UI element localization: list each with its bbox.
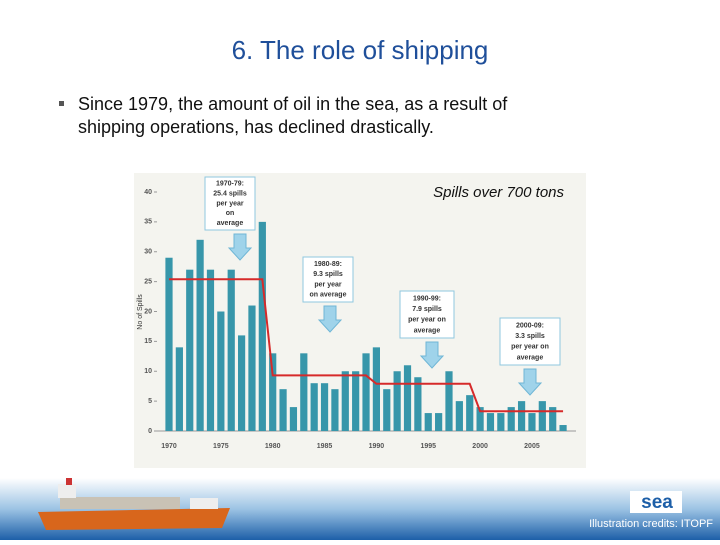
bar [237,335,246,431]
callout: 1990-99: 7.9 spills per year on average [399,290,455,369]
callout-text: per year [314,281,342,288]
bar [507,407,515,431]
callout-text: average [517,354,544,361]
y-tick-label: 5 [148,398,152,405]
bar [175,347,183,431]
bullet-line: Since 1979, the amount of oil in the sea… [78,94,508,114]
slide-title: 6. The role of shipping [232,35,489,65]
bar [352,371,360,431]
bar [362,353,370,431]
bar [455,401,463,431]
x-tick-label: 1985 [317,443,333,450]
bar [497,413,505,431]
callout-text: 1970-79: [216,181,244,188]
bar [320,383,329,431]
bar [165,257,173,431]
x-tick-label: 1970 [161,443,177,450]
x-tick-label: 1975 [213,443,229,450]
bar [217,311,225,431]
x-tick-label: 1995 [420,443,436,450]
bar [341,371,349,431]
callout-text: 1980-89: [314,261,342,268]
x-tick-label: 2000 [472,443,488,450]
bar [549,407,557,431]
logo-box [630,491,682,513]
x-tick-label: 1980 [265,443,281,450]
bar [279,389,287,431]
callout-box [204,176,256,231]
bar [372,347,380,431]
average-line [169,278,564,413]
callout-text: 3.3 spills [515,333,545,340]
y-tick-label: 35 [144,219,152,226]
callout-text: on [226,210,235,217]
x-tick-label: 1990 [369,443,385,450]
callout-text: per year [216,200,244,207]
bar [186,269,194,431]
bar [559,425,567,431]
callout: 1980-89: 9.3 spills per year on average [302,256,354,333]
bar [414,377,422,431]
bar [300,353,308,431]
callout-arrow [227,233,253,261]
callout-text: per year on [408,317,446,324]
callout-box [499,317,561,366]
bullet-line: shipping operations, has declined drasti… [78,117,434,137]
bar [269,353,277,431]
bar [517,401,526,431]
bar [445,371,453,431]
bar [258,221,266,431]
bar [424,413,432,431]
y-tick-label: 25 [144,278,152,285]
bullet-marker [59,101,64,106]
bar [331,389,339,431]
bar [528,413,536,431]
credits: Illustration credits: ITOPF [589,518,713,530]
bar [403,365,412,431]
bar [206,269,215,431]
y-axis-label: No of Spills [137,294,144,330]
callout-box [302,256,354,303]
callout-arrow [317,305,343,333]
callout-text: on average [310,292,347,299]
callout-box [399,290,455,339]
bar [310,383,318,431]
plot: 0 5 10 15 20 25 30 35 40 1970 1975 1980 1985 1990 1995… [144,176,576,450]
bar [383,389,391,431]
callout-arrow [419,341,445,369]
logo: sea [641,492,673,513]
callout-text: per year on [511,344,549,351]
callout-text: average [414,327,441,334]
bar [227,269,235,431]
callout-text: 2000-09: [516,322,544,329]
y-tick-label: 20 [144,308,152,315]
bar [435,413,443,431]
bar [476,407,484,431]
y-tick-label: 15 [144,338,152,345]
bar [196,239,204,431]
chart-title: Spills over 700 tons [433,184,564,201]
bar [538,401,546,431]
callout-text: 7.9 spills [412,306,442,313]
callout-text: average [217,220,244,227]
bar [248,305,256,431]
bar [393,371,401,431]
bar [486,413,495,431]
y-tick-label: 10 [144,368,152,375]
callout-arrow [517,368,543,396]
callout-text: 1990-99: [413,295,441,302]
callout-text: 25.4 spills [213,191,247,198]
y-tick-label: 0 [148,428,152,435]
callout-text: 9.3 spills [313,271,343,278]
callout: 2000-09: 3.3 spills per year on average [499,317,561,396]
bar [466,395,474,431]
ship [38,478,230,530]
callout: 1970-79: 25.4 spills per year on average [204,176,256,261]
x-tick-label: 2005 [524,443,540,450]
bar [289,407,298,431]
y-tick-label: 40 [144,189,152,196]
y-tick-label: 30 [144,249,152,256]
